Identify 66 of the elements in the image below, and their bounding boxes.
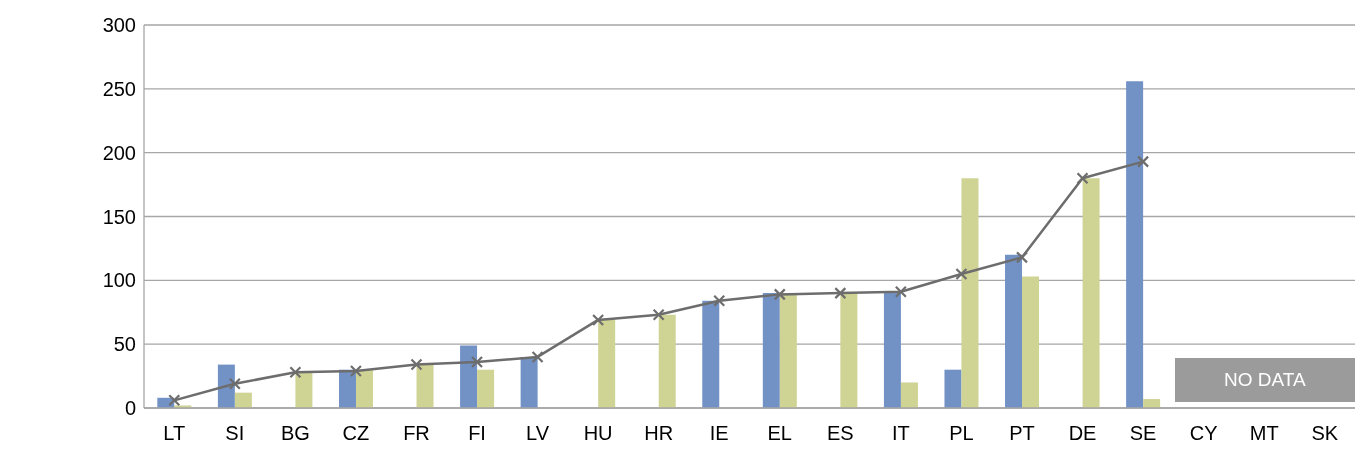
x-tick-label: HR [644,422,674,445]
y-tick-label: 50 [113,333,136,356]
y-tick-label: 0 [124,397,136,420]
point [531,350,544,364]
y-tick-label: 150 [102,205,136,228]
point [1015,251,1029,264]
bar [355,369,373,408]
x-tick-label: FI [468,422,486,445]
point [834,287,847,300]
bar [883,291,901,408]
x-tick-label: MT [1249,422,1279,445]
x-tick-label: IT [891,422,910,445]
point [1136,155,1150,168]
y-tick-label: 200 [102,141,136,164]
bar [658,314,676,408]
x-tick-label: IE [709,422,729,445]
bar [840,293,858,408]
x-tick-label: BG [280,422,310,445]
point [470,355,484,369]
x-tick-label: ES [826,422,854,445]
bar [460,345,478,408]
x-tick-label: SE [1129,422,1157,445]
x-tick-label: PL [949,422,974,445]
point [228,377,241,390]
bar [762,293,780,408]
bar [477,369,495,408]
bar [779,293,797,408]
y-tick-label: 250 [102,77,136,100]
x-tick-label: CZ [342,422,370,445]
label-box: NO DATA [1174,358,1355,402]
bar [1082,178,1100,408]
x-tick-label: SK [1311,422,1339,445]
point [349,364,363,378]
bar [900,382,918,408]
point [955,267,968,281]
x-tick-label: FR [403,422,430,445]
point [168,394,181,407]
x-tick-label: HU [583,422,613,445]
bar [234,392,252,408]
bar [416,364,434,408]
bar [1005,254,1023,408]
point [289,366,302,379]
point [773,288,786,301]
x-tick-label: LT [163,422,186,445]
bar [295,372,313,408]
bar [1022,276,1040,408]
point [410,358,423,371]
point [713,294,726,307]
x-tick-label: SI [225,422,245,445]
y-tick-label: 300 [102,14,136,37]
bar [961,178,979,408]
point [894,285,907,298]
y-tick-label: 100 [102,269,136,292]
x-tick-label: EL [767,422,793,445]
bar [520,356,538,408]
bar [598,318,616,408]
bar [702,300,720,408]
bar [1126,81,1144,408]
x-tick-label: LV [526,422,550,445]
point [652,308,665,321]
point [1076,172,1089,185]
x-tick-label: CY [1189,422,1218,445]
x-tick-label: DE [1068,422,1097,445]
x-tick-label: PT [1009,422,1035,445]
bar [944,369,962,408]
point [592,313,605,327]
